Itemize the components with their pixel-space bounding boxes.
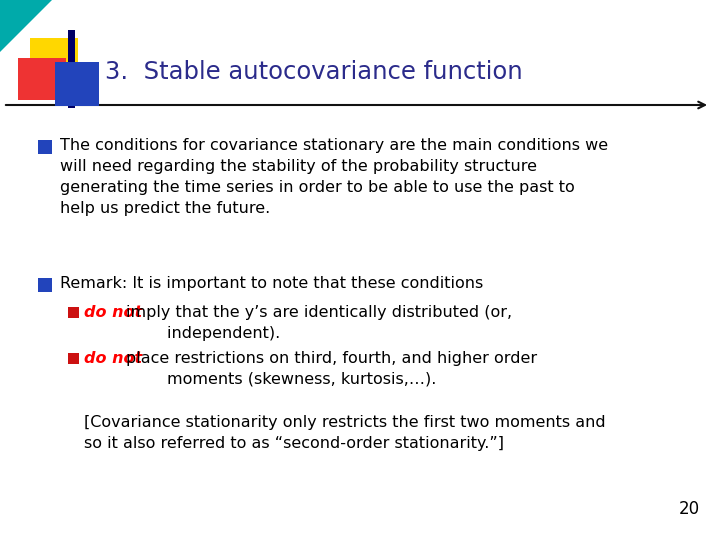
Bar (68, 30, 75, 108)
Text: do not: do not (84, 351, 142, 366)
Bar (55, 62, 99, 106)
Bar (68, 353, 79, 364)
Text: [Covariance stationarity only restricts the first two moments and
so it also ref: [Covariance stationarity only restricts … (84, 415, 606, 451)
Bar (38, 140, 52, 154)
Bar (30, 38, 78, 86)
Text: place restrictions on third, fourth, and higher order
        moments (skewness,: place restrictions on third, fourth, and… (126, 351, 537, 387)
Polygon shape (0, 0, 52, 52)
Bar (68, 307, 79, 318)
Text: Remark: It is important to note that these conditions: Remark: It is important to note that the… (60, 276, 483, 291)
Bar (18, 58, 66, 100)
Text: do not: do not (84, 305, 142, 320)
Text: imply that the y’s are identically distributed (or,
        independent).: imply that the y’s are identically distr… (126, 305, 512, 341)
Bar (38, 278, 52, 292)
Text: 20: 20 (679, 500, 700, 518)
Text: The conditions for covariance stationary are the main conditions we
will need re: The conditions for covariance stationary… (60, 138, 608, 216)
Text: 3.  Stable autocovariance function: 3. Stable autocovariance function (105, 60, 523, 84)
